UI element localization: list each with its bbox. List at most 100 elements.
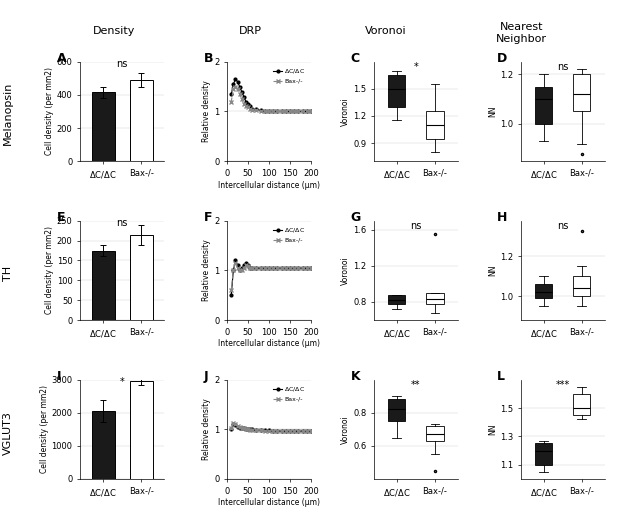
- Bax-/-: [249, 265, 256, 271]
- $\Delta$C/$\Delta$C: [291, 265, 298, 271]
- $\Delta$C/$\Delta$C: [240, 262, 247, 268]
- $\Delta$C/$\Delta$C: [242, 260, 250, 266]
- Bax-/-: [291, 427, 298, 434]
- Bax-/-: [230, 86, 237, 92]
- Line: Bax-/-: Bax-/-: [229, 261, 313, 293]
- Y-axis label: Voronoi: Voronoi: [341, 97, 350, 126]
- Bax-/-: [265, 265, 273, 271]
- $\Delta$C/$\Delta$C: [303, 108, 310, 114]
- Text: J: J: [204, 370, 208, 383]
- PathPatch shape: [535, 443, 552, 465]
- Text: ns: ns: [557, 62, 568, 72]
- $\Delta$C/$\Delta$C: [299, 427, 306, 434]
- Bax-/-: [295, 108, 302, 114]
- $\Delta$C/$\Delta$C: [257, 108, 264, 114]
- $\Delta$C/$\Delta$C: [249, 426, 256, 433]
- $\Delta$C/$\Delta$C: [234, 79, 241, 85]
- Bax-/-: [246, 427, 254, 433]
- $\Delta$C/$\Delta$C: [232, 76, 239, 82]
- Y-axis label: Voronoi: Voronoi: [341, 256, 350, 285]
- $\Delta$C/$\Delta$C: [228, 426, 235, 433]
- Bax-/-: [238, 96, 246, 102]
- Text: D: D: [497, 52, 508, 65]
- $\Delta$C/$\Delta$C: [265, 265, 273, 271]
- Bax-/-: [230, 420, 237, 426]
- Text: ns: ns: [117, 59, 128, 69]
- $\Delta$C/$\Delta$C: [299, 265, 306, 271]
- Bax-/-: [282, 108, 289, 114]
- $\Delta$C/$\Delta$C: [236, 83, 243, 90]
- PathPatch shape: [426, 426, 444, 441]
- $\Delta$C/$\Delta$C: [244, 426, 252, 433]
- $\Delta$C/$\Delta$C: [253, 265, 260, 271]
- $\Delta$C/$\Delta$C: [230, 81, 237, 87]
- $\Delta$C/$\Delta$C: [249, 106, 256, 112]
- PathPatch shape: [388, 295, 405, 304]
- $\Delta$C/$\Delta$C: [291, 427, 298, 434]
- $\Delta$C/$\Delta$C: [232, 258, 239, 264]
- $\Delta$C/$\Delta$C: [228, 91, 235, 97]
- Bax-/-: [291, 108, 298, 114]
- Y-axis label: Cell density (per mm2): Cell density (per mm2): [39, 385, 49, 473]
- Text: F: F: [204, 211, 212, 224]
- Y-axis label: Relative density: Relative density: [202, 80, 212, 142]
- $\Delta$C/$\Delta$C: [238, 425, 246, 432]
- Bax-/-: [286, 265, 294, 271]
- Bax-/-: [238, 267, 246, 273]
- Text: L: L: [497, 370, 505, 383]
- $\Delta$C/$\Delta$C: [286, 108, 294, 114]
- PathPatch shape: [573, 394, 590, 415]
- $\Delta$C/$\Delta$C: [282, 108, 289, 114]
- $\Delta$C/$\Delta$C: [246, 426, 254, 433]
- Legend: $\Delta$C/$\Delta$C, Bax-/-: $\Delta$C/$\Delta$C, Bax-/-: [271, 65, 308, 87]
- Bax-/-: [236, 267, 243, 273]
- $\Delta$C/$\Delta$C: [228, 292, 235, 298]
- Bax-/-: [299, 427, 306, 434]
- Y-axis label: Cell density (per mm2): Cell density (per mm2): [45, 227, 54, 314]
- Text: ns: ns: [117, 218, 128, 228]
- Bax-/-: [249, 107, 256, 113]
- $\Delta$C/$\Delta$C: [295, 265, 302, 271]
- Bax-/-: [242, 426, 250, 432]
- Line: Bax-/-: Bax-/-: [229, 84, 313, 113]
- Bax-/-: [249, 427, 256, 433]
- Y-axis label: NN: NN: [488, 265, 497, 276]
- Bax-/-: [230, 267, 237, 273]
- Bax-/-: [274, 108, 281, 114]
- $\Delta$C/$\Delta$C: [261, 108, 268, 114]
- Legend: $\Delta$C/$\Delta$C, Bax-/-: $\Delta$C/$\Delta$C, Bax-/-: [271, 383, 308, 404]
- Text: DRP: DRP: [238, 26, 262, 36]
- Bax-/-: [265, 427, 273, 434]
- Y-axis label: NN: NN: [488, 423, 497, 435]
- Bax-/-: [257, 108, 264, 114]
- $\Delta$C/$\Delta$C: [278, 108, 285, 114]
- $\Delta$C/$\Delta$C: [291, 108, 298, 114]
- Line: $\Delta$C/$\Delta$C: $\Delta$C/$\Delta$C: [230, 78, 312, 113]
- $\Delta$C/$\Delta$C: [307, 108, 315, 114]
- X-axis label: Intercellular distance (μm): Intercellular distance (μm): [218, 181, 320, 190]
- Text: K: K: [350, 370, 360, 383]
- Bax-/-: [244, 105, 252, 111]
- $\Delta$C/$\Delta$C: [295, 427, 302, 434]
- PathPatch shape: [388, 400, 405, 421]
- Bax-/-: [299, 108, 306, 114]
- $\Delta$C/$\Delta$C: [303, 427, 310, 434]
- Legend: $\Delta$C/$\Delta$C, Bax-/-: $\Delta$C/$\Delta$C, Bax-/-: [271, 224, 308, 245]
- $\Delta$C/$\Delta$C: [244, 101, 252, 107]
- Bax-/-: [236, 424, 243, 430]
- Bax-/-: [299, 265, 306, 271]
- Y-axis label: Relative density: Relative density: [202, 399, 212, 460]
- Bax-/-: [232, 421, 239, 427]
- Y-axis label: Relative density: Relative density: [202, 239, 212, 301]
- PathPatch shape: [388, 75, 405, 107]
- $\Delta$C/$\Delta$C: [307, 427, 315, 434]
- $\Delta$C/$\Delta$C: [234, 262, 241, 268]
- Text: I: I: [57, 370, 61, 383]
- $\Delta$C/$\Delta$C: [249, 265, 256, 271]
- $\Delta$C/$\Delta$C: [246, 104, 254, 110]
- Text: Nearest
Neighbor: Nearest Neighbor: [496, 22, 547, 44]
- Bar: [130, 80, 152, 161]
- Bax-/-: [238, 425, 246, 431]
- Bax-/-: [307, 108, 315, 114]
- Bar: [92, 411, 115, 479]
